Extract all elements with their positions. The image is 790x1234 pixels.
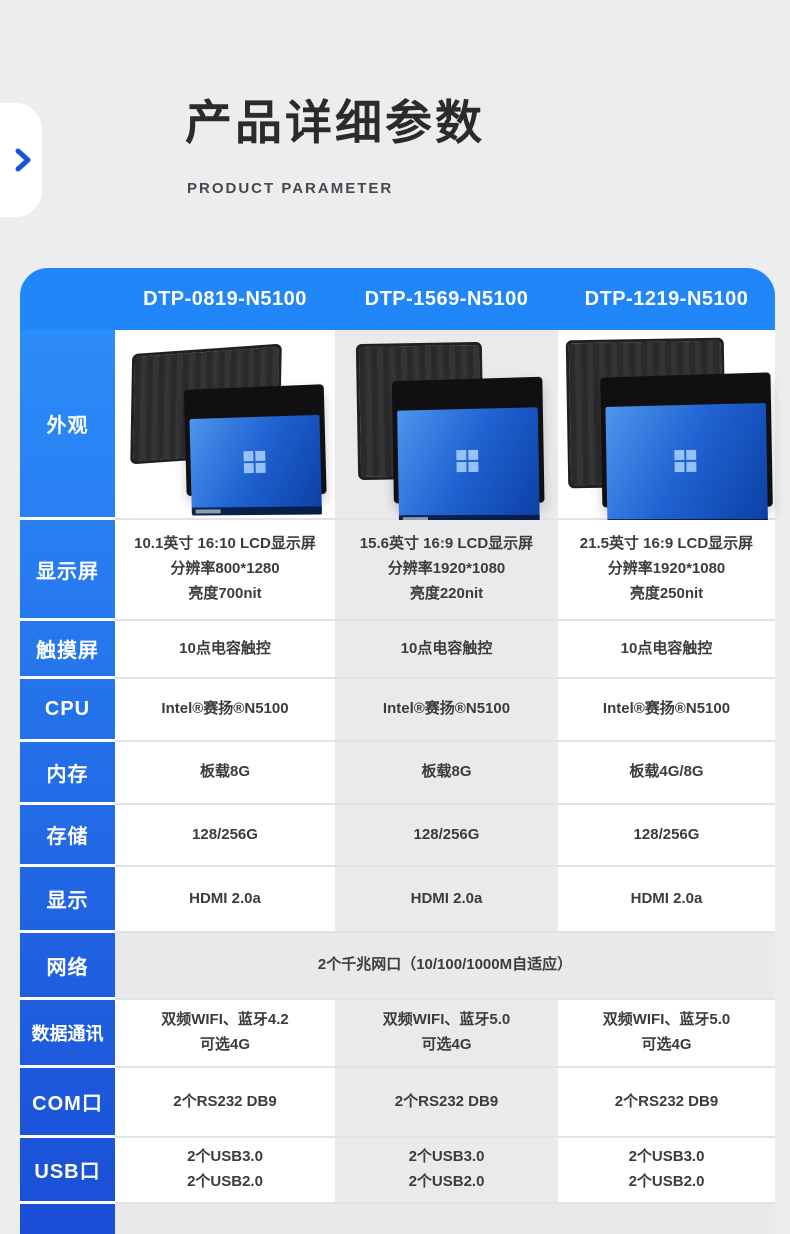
row-label-memory: 内存	[20, 742, 115, 805]
value-cell: 2个USB3.0 2个USB2.0	[335, 1138, 558, 1204]
table-row-data-comm: 数据通讯 双频WIFI、蓝牙4.2 可选4G 双频WIFI、蓝牙5.0 可选4G…	[20, 1000, 775, 1068]
device-front-panel	[391, 376, 545, 523]
value-cell: 2个USB3.0 2个USB2.0	[115, 1138, 335, 1204]
table-row-touchscreen: 触摸屏 10点电容触控 10点电容触控 10点电容触控	[20, 621, 775, 679]
value-cell: Intel®赛扬®N5100	[335, 679, 558, 742]
row-label-display-output: 显示	[20, 867, 115, 933]
row-label-network: 网络	[20, 933, 115, 1000]
row-label-com-ports: COM口	[20, 1068, 115, 1138]
value-cell: 10.1英寸 16:10 LCD显示屏 分辨率800*1280 亮度700nit	[115, 520, 335, 621]
device-front-panel	[183, 384, 327, 516]
page-title: 产品详细参数	[185, 96, 485, 149]
value-cell: 10点电容触控	[558, 621, 775, 679]
row-label-partial	[20, 1204, 115, 1234]
value-cell: Intel®赛扬®N5100	[558, 679, 775, 742]
row-label-display-panel: 显示屏	[20, 520, 115, 621]
taskbar-graphic	[191, 506, 323, 516]
table-row-display-output: 显示 HDMI 2.0a HDMI 2.0a HDMI 2.0a	[20, 867, 775, 933]
section-title-block: 产品详细参数 PRODUCT PARAMETER	[185, 96, 485, 197]
product-image-21inch	[561, 335, 773, 527]
value-cell: 128/256G	[335, 805, 558, 867]
value-cell: 2个RS232 DB9	[335, 1068, 558, 1138]
value-cell: 板载8G	[335, 742, 558, 805]
side-tab[interactable]	[0, 103, 42, 217]
table-row-storage: 存储 128/256G 128/256G 128/256G	[20, 805, 775, 867]
appearance-cell-1	[115, 330, 335, 520]
value-cell: Intel®赛扬®N5100	[115, 679, 335, 742]
device-screen	[396, 407, 540, 523]
model-header-3: DTP-1219-N5100	[584, 287, 749, 310]
model-header-1: DTP-0819-N5100	[143, 287, 307, 310]
appearance-cell-2	[335, 330, 558, 523]
value-cell: 10点电容触控	[335, 621, 558, 679]
table-row-partial	[20, 1204, 775, 1234]
value-cell: HDMI 2.0a	[335, 867, 558, 933]
value-cell-span: 2个千兆网口（10/100/1000M自适应）	[115, 933, 775, 1000]
model-header-2: DTP-1569-N5100	[364, 287, 529, 310]
spec-table-body: 外观	[20, 330, 775, 1234]
row-label-storage: 存储	[20, 805, 115, 867]
table-row-memory: 内存 板载8G 板载8G 板载4G/8G	[20, 742, 775, 805]
value-cell: 双频WIFI、蓝牙5.0 可选4G	[558, 1000, 775, 1068]
table-row-com-ports: COM口 2个RS232 DB9 2个RS232 DB9 2个RS232 DB9	[20, 1068, 775, 1138]
spec-table: DTP-0819-N5100 DTP-1569-N5100 DTP-1219-N…	[20, 268, 775, 1234]
value-cell: HDMI 2.0a	[558, 867, 775, 933]
device-front-panel	[599, 372, 773, 527]
table-row-cpu: CPU Intel®赛扬®N5100 Intel®赛扬®N5100 Intel®…	[20, 679, 775, 742]
value-cell: 10点电容触控	[115, 621, 335, 679]
table-row-network: 网络 2个千兆网口（10/100/1000M自适应）	[20, 933, 775, 1000]
appearance-cell-3	[558, 330, 775, 527]
row-label-touchscreen: 触摸屏	[20, 621, 115, 679]
value-cell: 双频WIFI、蓝牙4.2 可选4G	[115, 1000, 335, 1068]
value-cell: 2个RS232 DB9	[558, 1068, 775, 1138]
value-cell: HDMI 2.0a	[115, 867, 335, 933]
row-label-data-comm: 数据通讯	[20, 1000, 115, 1068]
table-row-usb-ports: USB口 2个USB3.0 2个USB2.0 2个USB3.0 2个USB2.0…	[20, 1138, 775, 1204]
spec-table-header: DTP-0819-N5100 DTP-1569-N5100 DTP-1219-N…	[20, 268, 775, 330]
value-cell: 128/256G	[115, 805, 335, 867]
windows-logo-icon	[673, 449, 696, 472]
product-image-10inch	[119, 335, 331, 516]
value-cell: 2个RS232 DB9	[115, 1068, 335, 1138]
value-cell: 双频WIFI、蓝牙5.0 可选4G	[335, 1000, 558, 1068]
table-row-display-panel: 显示屏 10.1英寸 16:10 LCD显示屏 分辨率800*1280 亮度70…	[20, 520, 775, 621]
value-cell: 128/256G	[558, 805, 775, 867]
windows-logo-icon	[455, 450, 478, 473]
device-screen	[189, 414, 323, 516]
value-cell-span	[115, 1204, 775, 1234]
value-cell: 板载4G/8G	[558, 742, 775, 805]
row-label-cpu: CPU	[20, 679, 115, 742]
value-cell: 板载8G	[115, 742, 335, 805]
table-row-appearance: 外观	[20, 330, 775, 527]
windows-logo-icon	[243, 450, 266, 474]
row-label-usb-ports: USB口	[20, 1138, 115, 1204]
row-label-appearance: 外观	[20, 330, 115, 520]
device-screen	[604, 402, 768, 527]
value-cell: 21.5英寸 16:9 LCD显示屏 分辨率1920*1080 亮度250nit	[558, 520, 775, 621]
product-image-15inch	[341, 335, 553, 523]
page-subtitle: PRODUCT PARAMETER	[187, 180, 394, 198]
chevron-right-icon	[15, 148, 31, 172]
value-cell: 2个USB3.0 2个USB2.0	[558, 1138, 775, 1204]
value-cell: 15.6英寸 16:9 LCD显示屏 分辨率1920*1080 亮度220nit	[335, 520, 558, 621]
